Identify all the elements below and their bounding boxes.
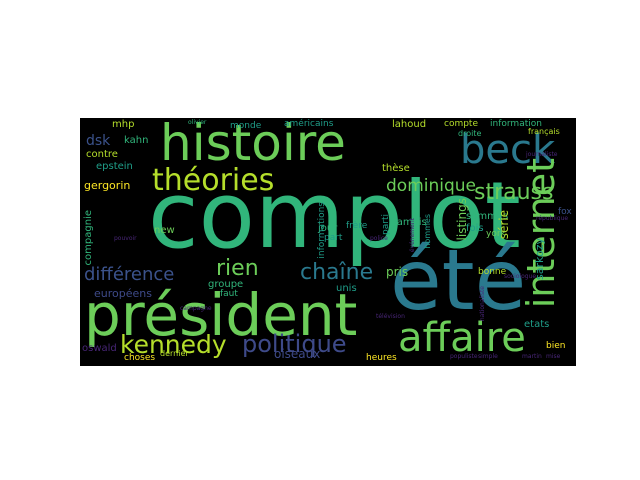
word-etats: etats [524, 319, 550, 330]
word-new: new [154, 225, 175, 236]
word-groupe: groupe [208, 279, 244, 290]
word-choses: choses [124, 353, 156, 363]
word-mise: mise [546, 353, 561, 360]
word-europeens: européens [94, 287, 152, 300]
word-kennedy: kennedy [120, 330, 227, 359]
word-fox: fox [558, 207, 572, 217]
word-parti: parti [381, 214, 391, 235]
word-martin: martin [522, 353, 542, 360]
word-compte: compte [444, 119, 479, 129]
word-complot: complot [148, 162, 521, 269]
word-francais: français [528, 127, 560, 136]
word-oswald: oswald [82, 343, 117, 354]
word-police: police [370, 235, 388, 242]
word-journaliste: journaliste [526, 151, 558, 158]
word-jamais: jamais [394, 217, 427, 228]
word-cloud: histoire complot été président affaire b… [80, 118, 576, 366]
word-epstein: epstein [96, 161, 133, 172]
word-affaire: affaire [398, 315, 526, 361]
word-ete: été [390, 231, 527, 329]
word-pris: pris [386, 265, 409, 279]
word-politique: politique [242, 330, 347, 358]
word-information: information [490, 119, 542, 129]
word-americains: américains [284, 119, 334, 129]
word-pouvoir: pouvoir [114, 235, 137, 242]
word-fois: fois [466, 223, 484, 234]
word-dominique: dominique [386, 176, 476, 196]
word-jour: jour [318, 223, 338, 234]
word-kahn: kahn [124, 135, 149, 146]
word-bien: bien [546, 341, 566, 351]
word-sommes: sommes [466, 211, 509, 222]
word-york: york [486, 229, 506, 239]
word-olivier: olivier [188, 119, 207, 126]
word-dernier: dernier [160, 349, 189, 358]
word-gergorin: gergorin [84, 179, 131, 192]
word-histoire: histoire [160, 118, 346, 172]
word-droite: droite [458, 129, 482, 138]
word-oiseaux: oiseaux [274, 347, 321, 361]
word-monde: monde [230, 121, 262, 131]
word-bonne: bonne [478, 267, 507, 277]
word-mhp: mhp [112, 119, 135, 130]
word-frere: frère [346, 221, 368, 231]
word-listings: listings [455, 198, 469, 241]
word-theories: théories [152, 163, 275, 198]
word-part: part [324, 233, 343, 243]
word-evenement: événement [409, 218, 416, 253]
word-difference: différence [84, 264, 175, 285]
word-hommes: hommes [423, 214, 432, 249]
word-beck: beck [460, 127, 556, 173]
word-unis: unis [336, 283, 357, 294]
word-nationaliste: nationaliste [479, 286, 486, 322]
word-contre: contre [86, 149, 118, 160]
word-compagnie: compagnie [83, 210, 94, 266]
word-these: thèse [382, 163, 410, 174]
word-strauss: strauss [474, 180, 554, 205]
word-campagne: campagne [180, 305, 212, 312]
word-sociologue: sociologue [504, 273, 537, 280]
word-lahoud: lahoud [392, 119, 427, 130]
word-rien: rien [216, 256, 259, 281]
word-simple: simple [478, 353, 498, 360]
word-dsk: dsk [86, 133, 111, 149]
word-televison: télévision [376, 313, 405, 320]
word-faut: faut [220, 289, 238, 299]
word-heures: heures [366, 353, 397, 363]
word-populiste: populiste [450, 353, 478, 360]
word-informations: informations [317, 202, 327, 259]
word-republique: république [536, 215, 569, 222]
word-president: président [84, 281, 358, 349]
word-chaine: chaîne [300, 260, 374, 285]
